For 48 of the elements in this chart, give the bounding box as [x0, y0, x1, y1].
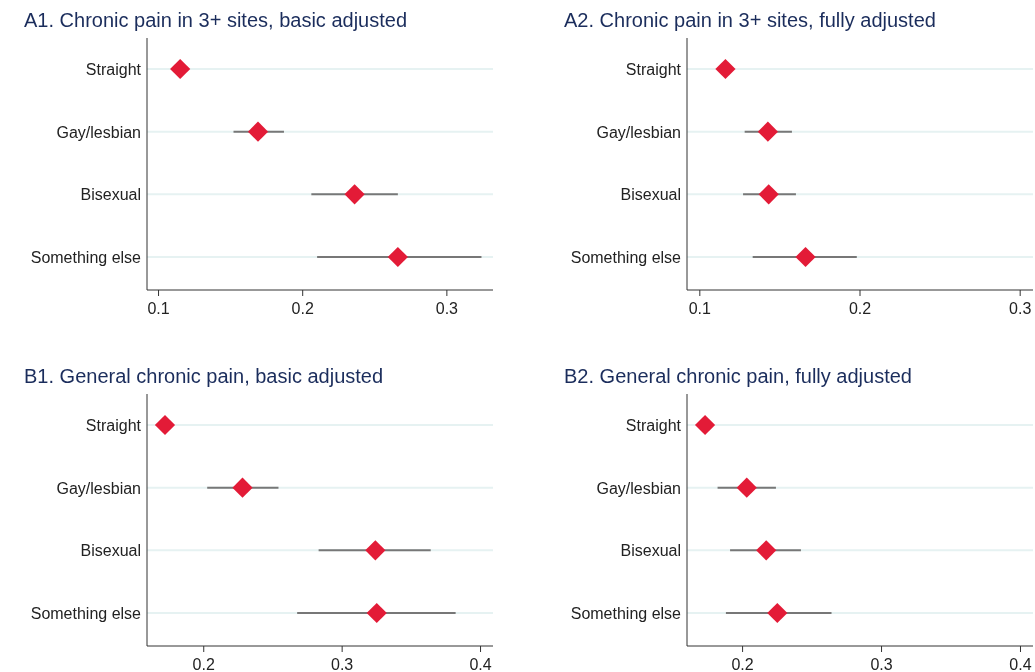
- y-tick-label: Something else: [570, 249, 682, 266]
- y-tick-label: Something else: [570, 605, 682, 622]
- chart-title: A2. Chronic pain in 3+ sites, fully adjusted: [564, 9, 936, 31]
- point: [344, 184, 365, 205]
- x-tick-label: 0.1: [688, 300, 712, 317]
- y-tick-label: Bisexual: [620, 542, 681, 560]
- point: [365, 540, 386, 561]
- point: [387, 246, 408, 268]
- point: [736, 477, 757, 498]
- x-tick-label: 0.2: [848, 300, 872, 317]
- point: [795, 246, 816, 268]
- point: [366, 602, 387, 624]
- x-tick-label: 0.2: [731, 656, 754, 672]
- y-tick-label: Straight: [85, 61, 142, 78]
- point: [758, 184, 779, 205]
- x-tick-label: 0.3: [435, 300, 459, 317]
- point: [694, 414, 716, 436]
- y-tick-label: Something else: [30, 605, 142, 622]
- x-tick-label: 0.3: [1009, 300, 1032, 317]
- x-tick-label: 0.4: [1009, 656, 1032, 672]
- x-tick-label: 0.2: [291, 300, 314, 317]
- x-tick-label: 0.1: [147, 300, 170, 317]
- y-tick-label: Bisexual: [80, 542, 141, 560]
- y-tick-label: Straight: [625, 417, 682, 434]
- chart-title: A1. Chronic pain in 3+ sites, basic adjusted: [24, 9, 407, 31]
- point: [170, 58, 191, 80]
- point: [232, 477, 253, 498]
- chart-title: B1. General chronic pain, basic adjusted: [24, 365, 384, 387]
- point: [715, 58, 736, 80]
- x-tick-label: 0.4: [469, 656, 492, 672]
- y-tick-label: Gay/lesbian: [596, 123, 681, 141]
- y-tick-label: Straight: [85, 417, 142, 434]
- chart-title: B2. General chronic pain, fully adjusted: [564, 365, 912, 387]
- x-tick-label: 0.3: [331, 656, 354, 672]
- y-tick-label: Straight: [625, 61, 682, 78]
- point: [757, 121, 778, 142]
- y-tick-label: Gay/lesbian: [56, 479, 141, 497]
- y-tick-label: Gay/lesbian: [596, 479, 681, 497]
- y-tick-label: Gay/lesbian: [56, 123, 141, 141]
- x-tick-label: 0.2: [192, 656, 215, 672]
- y-tick-label: Bisexual: [620, 186, 681, 204]
- point: [756, 540, 777, 561]
- y-tick-label: Something else: [30, 249, 142, 266]
- x-tick-label: 0.3: [870, 656, 893, 672]
- point: [767, 602, 788, 624]
- y-tick-label: Bisexual: [80, 186, 141, 204]
- point: [154, 414, 176, 436]
- point: [247, 121, 269, 142]
